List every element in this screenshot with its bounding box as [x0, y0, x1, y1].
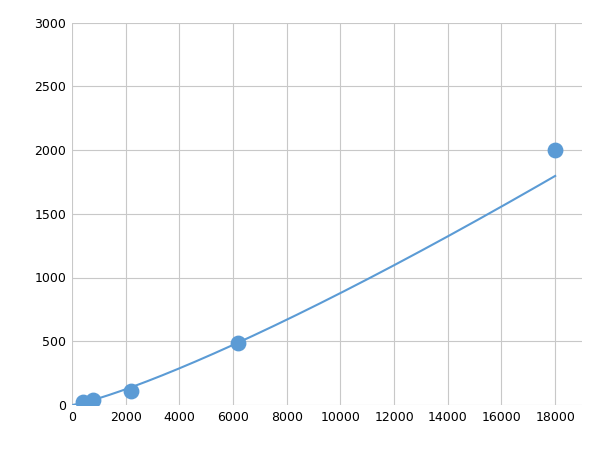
Point [550, 146, 560, 153]
Point [89, 396, 98, 404]
Point [126, 387, 136, 395]
Point [78, 399, 88, 406]
Point [233, 339, 243, 346]
